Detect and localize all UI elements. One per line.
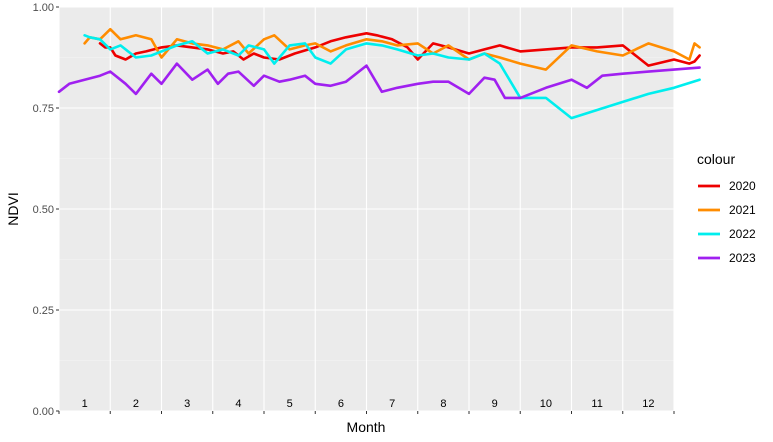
x-tick-label: 6 [338,398,344,410]
y-tick-label: 0.25 [33,305,54,317]
x-tick-label: 11 [591,398,602,410]
series-line-2022 [83,33,701,120]
y-ticks: 0.00 0.25 0.50 0.75 1.00 [33,2,59,418]
series-layer [57,27,701,120]
x-ticks: 1 2 3 4 5 6 7 8 9 10 11 12 [58,398,675,414]
x-tick-label: 2 [133,398,139,410]
x-tick-label: 5 [287,398,293,410]
x-tick-label: 4 [235,398,241,410]
x-tick-label: 8 [440,398,446,410]
legend: colour 2020 2021 2022 2023 [697,151,756,265]
y-tick-label: 0.75 [33,103,54,115]
legend-label-2020: 2020 [729,179,756,193]
x-tick-label: 1 [82,398,88,410]
y-tick-label: 1.00 [33,2,54,14]
legend-label-2023: 2023 [729,251,756,265]
x-tick-label: 3 [184,398,190,410]
x-tick-label: 12 [642,398,654,410]
series-line-2021 [83,27,701,71]
y-axis-title: NDVI [5,192,21,225]
x-tick-label: 9 [492,398,498,410]
y-tick-label: 0.50 [33,204,54,216]
x-tick-label: 10 [540,398,552,410]
y-tick-label: 0.00 [33,406,54,418]
legend-label-2022: 2022 [729,227,756,241]
x-tick-label: 7 [389,398,395,410]
legend-title: colour [697,151,735,167]
series-line-2023 [57,62,701,100]
x-axis-title: Month [347,419,386,435]
legend-label-2021: 2021 [729,203,756,217]
